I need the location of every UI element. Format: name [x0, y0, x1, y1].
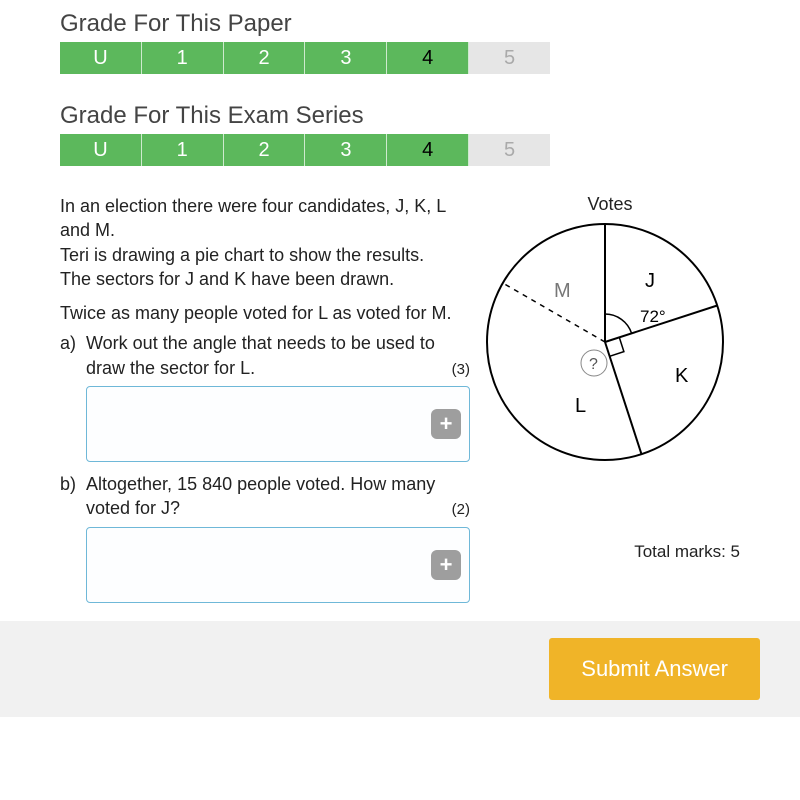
- grade-series-title: Grade For This Exam Series: [60, 102, 740, 130]
- question-intro: In an election there were four candidate…: [60, 194, 470, 291]
- label-m: M: [554, 280, 571, 302]
- answer-input-b[interactable]: +: [86, 527, 470, 603]
- grade-series-block: Grade For This Exam Series U 1 2 3 4 5: [60, 102, 740, 166]
- intro-line: Teri is drawing a pie chart to show the …: [60, 243, 470, 267]
- part-text: Work out the angle that needs to be used…: [86, 333, 435, 377]
- grade-cell[interactable]: 3: [305, 134, 387, 166]
- label-j: J: [645, 270, 655, 292]
- question-part-a: a) Work out the angle that needs to be u…: [60, 331, 470, 462]
- question-part-b: b) Altogether, 15 840 people voted. How …: [60, 472, 470, 603]
- question-area: In an election there were four candidate…: [60, 194, 740, 603]
- grade-paper-title: Grade For This Paper: [60, 10, 740, 38]
- grade-cell[interactable]: 1: [142, 134, 224, 166]
- intro-line: In an election there were four candidate…: [60, 194, 470, 243]
- grade-cell[interactable]: 4: [387, 134, 469, 166]
- grade-cell[interactable]: 4: [387, 42, 469, 74]
- grade-cell[interactable]: 2: [224, 42, 306, 74]
- total-marks: Total marks: 5: [480, 542, 740, 562]
- label-l: L: [575, 395, 586, 417]
- part-label: a): [60, 331, 86, 462]
- grade-cell[interactable]: 1: [142, 42, 224, 74]
- part-text: Altogether, 15 840 people voted. How man…: [86, 474, 435, 518]
- answer-input-a[interactable]: +: [86, 386, 470, 462]
- add-work-button[interactable]: +: [431, 550, 461, 580]
- submit-answer-button[interactable]: Submit Answer: [549, 638, 760, 700]
- grade-cell[interactable]: 3: [305, 42, 387, 74]
- votes-pie-chart: 72° ? J K L M: [480, 217, 730, 467]
- intro-line: The sectors for J and K have been drawn.: [60, 267, 470, 291]
- grade-cell[interactable]: 5: [469, 134, 550, 166]
- grade-paper-bar: U 1 2 3 4 5: [60, 42, 550, 74]
- question-lead: Twice as many people voted for L as vote…: [60, 301, 470, 325]
- grade-cell[interactable]: U: [60, 134, 142, 166]
- part-marks: (2): [452, 500, 470, 520]
- grade-cell[interactable]: U: [60, 42, 142, 74]
- grade-paper-block: Grade For This Paper U 1 2 3 4 5: [60, 10, 740, 74]
- part-label: b): [60, 472, 86, 603]
- label-k: K: [675, 365, 689, 387]
- add-work-button[interactable]: +: [431, 409, 461, 439]
- grade-series-bar: U 1 2 3 4 5: [60, 134, 550, 166]
- center-question-mark: ?: [589, 356, 598, 373]
- chart-title: Votes: [480, 194, 740, 215]
- j-angle-label: 72°: [640, 307, 666, 326]
- pie-chart-panel: Votes 72° ? J K: [480, 194, 740, 603]
- footer-bar: Submit Answer: [0, 621, 800, 717]
- grade-cell[interactable]: 5: [469, 42, 550, 74]
- part-marks: (3): [452, 360, 470, 380]
- grade-cell[interactable]: 2: [224, 134, 306, 166]
